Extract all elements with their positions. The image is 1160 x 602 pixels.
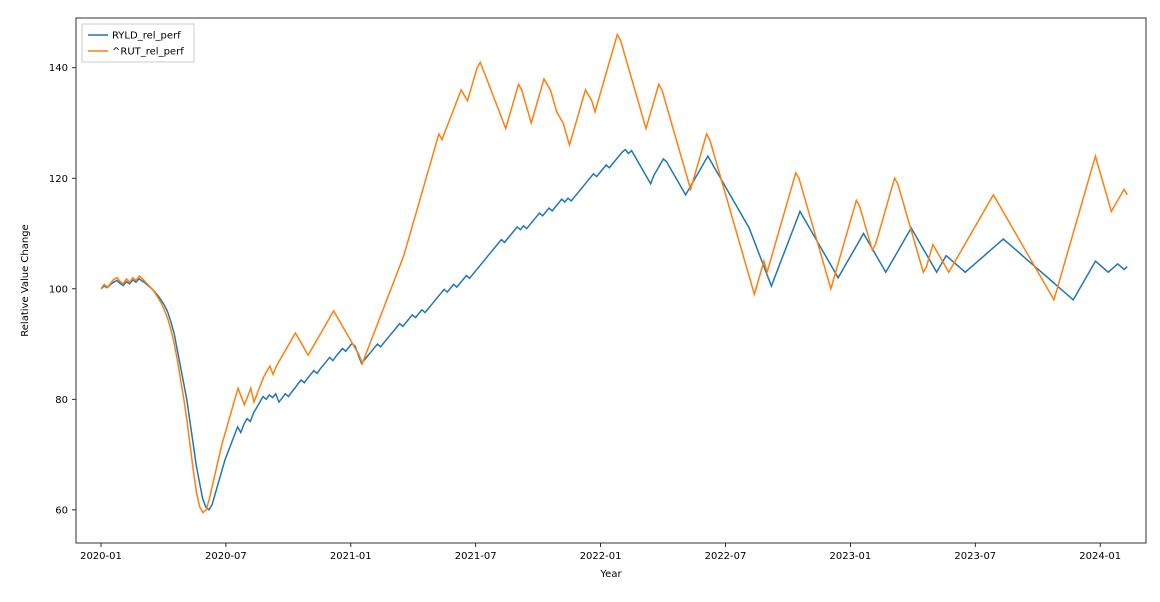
x-tick-label: 2020-07	[205, 551, 247, 562]
x-tick-label: 2024-01	[1079, 551, 1121, 562]
y-axis: 60 80 100 120 140	[49, 63, 76, 516]
x-tick-label: 2021-01	[330, 551, 372, 562]
y-tick-label: 80	[55, 395, 68, 406]
legend-label: RYLD_rel_perf	[112, 31, 181, 42]
y-tick-label: 120	[49, 174, 68, 185]
legend-label: ^RUT_rel_perf	[112, 47, 184, 58]
x-tick-label: 2021-07	[455, 551, 497, 562]
x-tick-label: 2022-01	[580, 551, 622, 562]
x-tick-label: 2023-01	[829, 551, 871, 562]
y-tick-label: 60	[55, 505, 68, 516]
chart-container: 2020-01 2020-07 2021-01 2021-07 2022-01 2022-…	[0, 0, 1160, 602]
x-tick-label: 2022-07	[705, 551, 747, 562]
y-axis-label: Relative Value Change	[20, 224, 31, 336]
y-tick-label: 100	[49, 284, 68, 295]
series-^RUT_rel_perf	[101, 35, 1127, 513]
series-RYLD_rel_perf	[101, 150, 1127, 510]
legend: RYLD_rel_perf ^RUT_rel_perf	[82, 24, 194, 62]
x-axis-label: Year	[599, 569, 622, 580]
line-chart: 2020-01 2020-07 2021-01 2021-07 2022-01 2022-…	[0, 0, 1160, 602]
x-axis: 2020-01 2020-07 2021-01 2021-07 2022-01 2022-…	[80, 543, 1121, 562]
x-tick-label: 2020-01	[80, 551, 122, 562]
y-tick-label: 140	[49, 63, 68, 74]
x-tick-label: 2023-07	[954, 551, 996, 562]
